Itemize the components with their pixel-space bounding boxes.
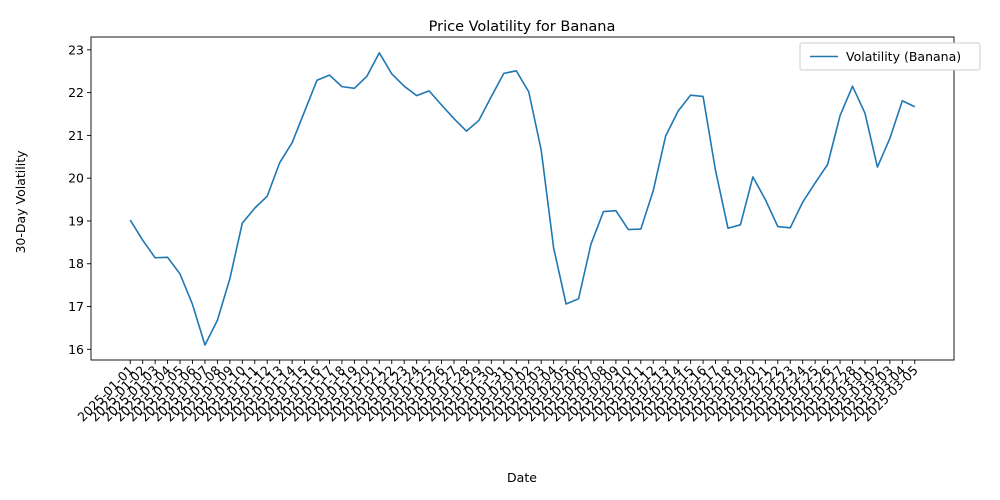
chart-title: Price Volatility for Banana (429, 19, 616, 35)
y-tick-label-17: 17 (68, 299, 84, 314)
y-axis-label: 30-Day Volatility (13, 150, 28, 254)
legend: Volatility (Banana) (799, 42, 981, 71)
y-tick-label-16: 16 (68, 342, 84, 357)
y-tick-label-20: 20 (68, 171, 84, 186)
y-tick-label-19: 19 (68, 213, 84, 228)
y-tick-label-18: 18 (68, 256, 84, 271)
series-line-0 (129, 52, 916, 346)
y-tick-label-23: 23 (68, 42, 84, 57)
y-tick-label-21: 21 (68, 128, 84, 143)
x-axis-label: Date (507, 470, 537, 485)
legend-frame (799, 42, 981, 71)
legend-label: Volatility (Banana) (846, 49, 961, 64)
y-tick-label-22: 22 (68, 85, 84, 100)
plot-frame (90, 36, 955, 361)
